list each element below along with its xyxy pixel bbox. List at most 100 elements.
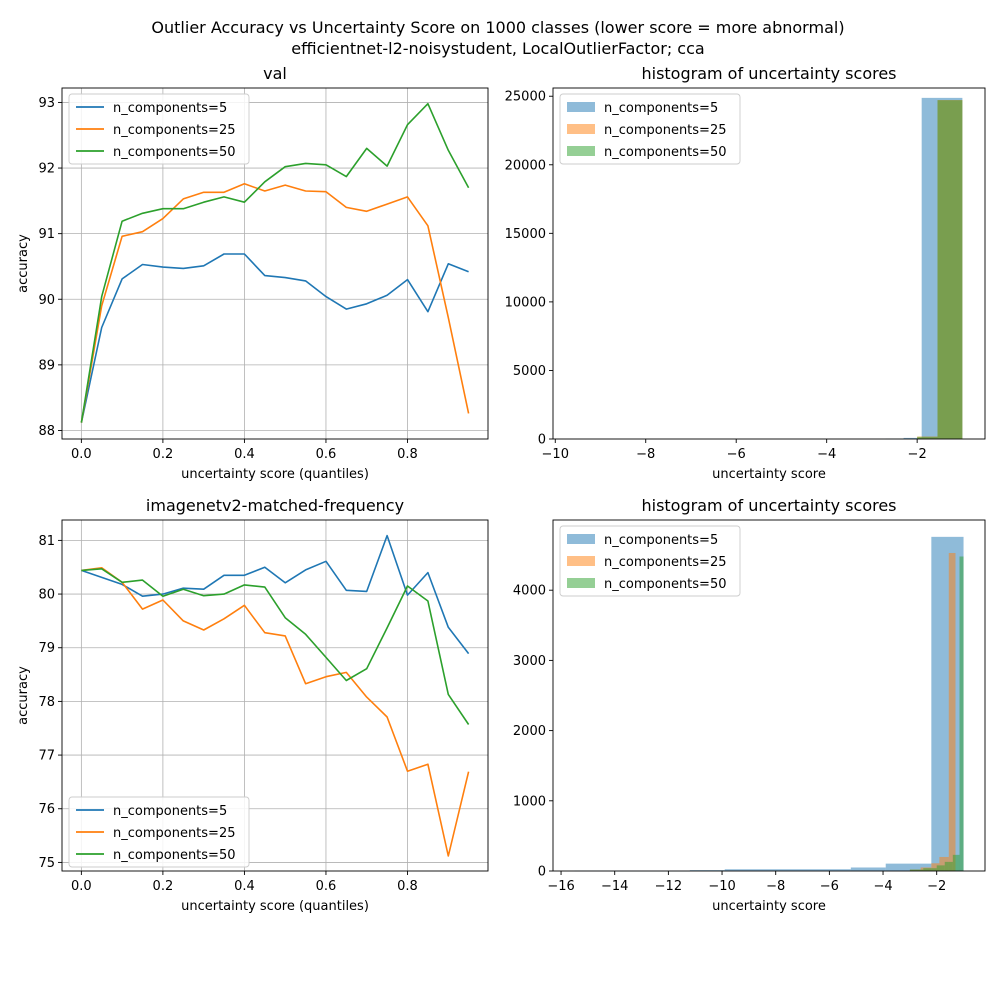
legend-label: n_components=50 [113,145,236,160]
figure-subtitle: efficientnet-l2-noisystudent, LocalOutli… [291,39,704,58]
x-tick-label: 0.6 [316,879,337,894]
x-tick-label: −14 [601,879,628,894]
legend-patch-swatch [567,102,595,112]
legend-patch-swatch [567,534,595,544]
y-tick-label: 1000 [513,794,546,809]
x-tick-label: −4 [873,879,892,894]
histogram-bar [931,536,964,871]
legend-label: n_components=5 [113,101,227,116]
x-tick-label: 0.6 [316,447,337,462]
histogram-bar [936,865,945,871]
legend-label: n_components=50 [604,577,727,592]
legend-patch-swatch [567,124,595,134]
y-tick-label: 3000 [513,654,546,669]
legend-label: n_components=5 [113,804,227,819]
y-tick-label: 76 [38,802,55,817]
imagenetv2-histogram-chart: −16 −14 −12 −10 −8 −6 −4 −2 0 1000 2000 3000 4000 his… [513,496,986,914]
y-tick-label: 77 [38,749,55,764]
histogram-bar [850,867,886,871]
histogram-bar [939,856,949,871]
histogram-bar [948,552,956,871]
y-tick-label: 78 [38,695,55,710]
y-tick-label: 80 [38,588,55,603]
histogram-bar [959,556,964,871]
histogram-bar [903,437,922,439]
val-line-chart: 0.0 0.2 0.4 0.6 0.8 88 89 90 91 92 93 val uncertaint… [16,64,489,482]
y-axis-label: accuracy [16,234,31,293]
x-tick-label: 0.0 [71,879,92,894]
histogram-bar [917,436,938,439]
y-axis-label: accuracy [16,666,31,725]
figure-title: Outlier Accuracy vs Uncertainty Score on… [151,18,844,37]
x-tick-label: 0.4 [234,447,255,462]
y-tick-label: 20000 [505,158,546,173]
axes-frame [61,519,489,872]
chart-title: imagenetv2-matched-frequency [146,496,404,515]
histogram-bar [909,869,924,871]
histogram-bar [931,863,940,871]
axes-frame [61,87,489,440]
legend-label: n_components=5 [604,533,718,548]
legend-patch-swatch [567,578,595,588]
y-tick-label: 5000 [513,364,546,379]
y-tick-label: 90 [38,293,55,308]
x-tick-label: 0.2 [153,447,174,462]
histogram-bar [937,100,963,440]
y-tick-label: 15000 [505,227,546,242]
histogram-bar [952,854,960,871]
series-line-1 [80,183,470,423]
x-tick-label: 0.8 [397,447,418,462]
x-tick-label: −10 [708,879,735,894]
x-tick-label: 0.4 [234,879,255,894]
x-tick-label: −6 [820,879,839,894]
y-tick-label: 91 [38,227,55,242]
legend-label: n_components=25 [113,826,236,841]
y-tick-label: 4000 [513,584,546,599]
x-tick-label: 0.2 [153,879,174,894]
legend: n_components=5 n_components=25 n_component… [68,796,250,868]
x-tick-label: −6 [727,447,746,462]
x-tick-label: −2 [908,447,927,462]
x-axis-label: uncertainty score (quantiles) [181,899,369,914]
series-line-2 [80,102,470,423]
chart-title: val [263,64,287,83]
series-line-2 [81,567,470,725]
legend: n_components=5 n_components=25 n_component… [559,93,741,165]
legend-box [559,93,741,165]
series-line-0 [81,534,470,655]
legend-label: n_components=25 [604,555,727,570]
legend-label: n_components=50 [604,145,727,160]
x-tick-label: −10 [542,447,569,462]
x-tick-label: −16 [547,879,574,894]
y-tick-label: 0 [538,865,546,880]
x-tick-label: −8 [636,447,655,462]
y-tick-label: 25000 [505,90,546,105]
histogram-bar [923,868,937,871]
axes-frame [552,519,986,872]
x-tick-label: −2 [927,879,946,894]
histogram-bar [944,861,953,871]
y-tick-label: 81 [38,534,55,549]
histogram-bar [724,869,851,871]
legend: n_components=5 n_components=25 n_component… [559,525,741,597]
x-tick-label: 0.8 [397,879,418,894]
x-tick-label: 0.0 [71,447,92,462]
y-tick-label: 89 [38,358,55,373]
y-tick-label: 2000 [513,724,546,739]
y-tick-label: 88 [38,424,55,439]
legend-label: n_components=25 [604,123,727,138]
x-tick-label: −8 [766,879,785,894]
series-line-1 [81,566,470,857]
legend: n_components=5 n_components=25 n_component… [68,93,250,165]
y-tick-label: 92 [38,162,55,177]
legend-patch-swatch [567,556,595,566]
val-histogram-chart: −10 −8 −6 −4 −2 0 5000 10000 15000 20000 25000 hist… [505,64,986,482]
y-tick-label: 93 [38,96,55,111]
series-line-0 [80,253,469,423]
legend-box [68,93,250,165]
legend-box [559,525,741,597]
axes-frame [552,87,986,440]
x-axis-label: uncertainty score (quantiles) [181,467,369,482]
legend-patch-swatch [567,146,595,156]
